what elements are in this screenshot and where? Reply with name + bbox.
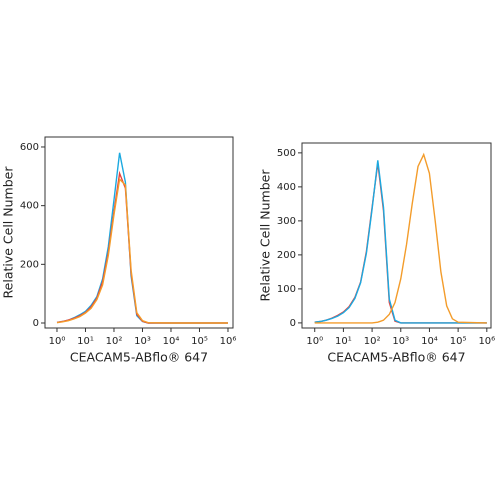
y-tick-label: 200 xyxy=(20,259,39,270)
y-axis-title: Relative Cell Number xyxy=(258,169,273,302)
plot-frame xyxy=(44,136,234,329)
histogram-line xyxy=(56,152,228,324)
y-tick-label: 200 xyxy=(277,250,296,261)
x-tick-label: 10³ xyxy=(134,336,151,347)
histogram-line xyxy=(314,163,487,324)
histogram-line xyxy=(314,160,487,324)
x-axis-title: CEACAM5-ABflo® 647 xyxy=(327,350,465,365)
y-tick-label: 300 xyxy=(277,216,296,227)
y-tick-label: 400 xyxy=(20,201,39,212)
x-tick-label: 10¹ xyxy=(77,336,94,347)
x-tick-label: 10⁶ xyxy=(478,336,495,347)
y-tick-label: 400 xyxy=(277,182,296,193)
x-tick-label: 10⁰ xyxy=(306,336,323,347)
plot-frame xyxy=(301,142,492,329)
y-axis-title: Relative Cell Number xyxy=(1,166,16,299)
y-tick-label: 0 xyxy=(290,318,296,329)
x-tick-label: 10³ xyxy=(392,336,409,347)
y-tick-label: 600 xyxy=(20,142,39,153)
histogram-line xyxy=(56,177,228,324)
histogram-line xyxy=(314,152,487,324)
histogram-line xyxy=(56,170,228,324)
x-axis-title: CEACAM5-ABflo® 647 xyxy=(70,350,208,365)
x-tick-label: 10² xyxy=(106,336,123,347)
y-tick-label: 500 xyxy=(277,148,296,159)
y-tick-label: 100 xyxy=(277,284,296,295)
x-tick-label: 10⁵ xyxy=(191,336,208,347)
x-tick-label: 10¹ xyxy=(335,336,352,347)
y-tick-label: 0 xyxy=(33,318,39,329)
x-tick-label: 10⁶ xyxy=(220,336,237,347)
x-tick-label: 10⁴ xyxy=(421,336,438,347)
x-tick-label: 10⁰ xyxy=(49,336,66,347)
x-tick-label: 10² xyxy=(364,336,381,347)
x-tick-label: 10⁵ xyxy=(450,336,467,347)
x-tick-label: 10⁴ xyxy=(163,336,180,347)
